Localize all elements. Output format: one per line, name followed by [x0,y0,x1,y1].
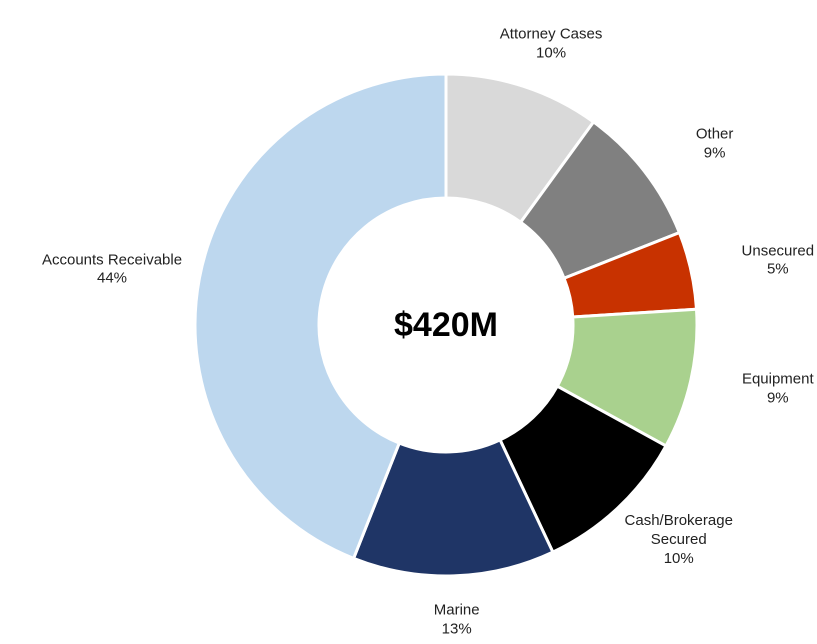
slice-label: Marine 13% [434,601,480,639]
slice-label: Unsecured 5% [742,242,815,280]
category-name: Attorney Cases [499,25,603,43]
value-label: 9% [766,389,789,407]
category-name: Equipment [741,370,814,388]
value-label: 13% [441,619,472,637]
slice-label: Cash/Brokerage Secured 10% [610,512,748,568]
category-name: Cash/Brokerage Secured [624,511,733,548]
donut-slice [193,72,448,561]
value-label: 10% [663,549,694,567]
category-name: Other [695,125,734,143]
category-name: Marine [433,601,480,619]
slice-label: Other 9% [696,125,734,163]
value-label: 10% [536,44,567,62]
slice-label: Equipment 9% [742,371,814,409]
category-name: Accounts Receivable [41,250,183,268]
slice-label: Accounts Receivable 44% [42,251,182,289]
value-label: 44% [96,269,128,287]
center-label: $420M [394,306,498,344]
value-label: 5% [766,260,789,278]
value-label: 9% [703,144,726,162]
category-name: Unsecured [741,241,815,259]
slice-label: Attorney Cases 10% [500,26,603,64]
